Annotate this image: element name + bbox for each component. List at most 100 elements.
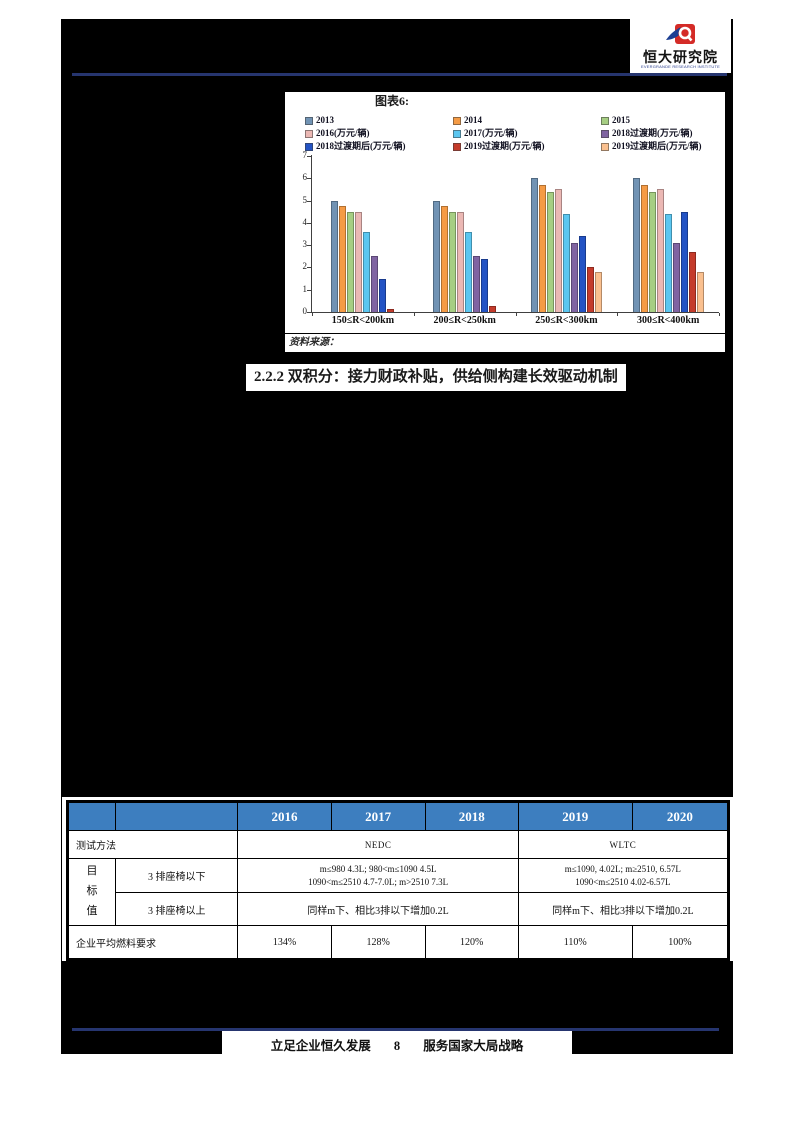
page-number: 8 <box>393 1039 401 1053</box>
figure-caption-strip: 图表6: <box>285 92 725 111</box>
table-header-year-2018: 2018 <box>424 801 519 831</box>
target-below-wltc-line2: 1090<m≤2510 4.02-6.57L <box>575 876 671 887</box>
y-tick-label: 1 <box>302 283 308 294</box>
table-row-test-method: 测试方法 NEDC WLTC <box>66 830 730 859</box>
table-header-year-2019: 2019 <box>517 801 633 831</box>
y-tick-label: 5 <box>302 194 308 205</box>
y-axis-line <box>311 155 312 313</box>
seats-below-label: 3 排座椅以下 <box>115 858 239 893</box>
y-tick-label: 2 <box>302 261 308 272</box>
legend-label: 2015 <box>612 115 630 125</box>
fuel-value-2020: 100% <box>631 925 730 960</box>
y-tick-mark <box>307 156 311 157</box>
table-header-cell-empty1 <box>66 801 117 831</box>
legend-label: 2019过渡期(万元/辆) <box>464 141 545 151</box>
bar <box>465 231 473 312</box>
bar <box>594 271 602 312</box>
y-tick-mark <box>307 222 311 224</box>
legend-swatch-icon <box>453 142 461 151</box>
fuel-requirement-label: 企业平均燃料要求 <box>66 925 239 960</box>
y-tick-label: 4 <box>302 216 308 227</box>
category-label: 200≤R<250km <box>433 315 496 326</box>
y-tick-mark <box>307 200 311 202</box>
target-below-wltc: m≤1090, 4.02L; m≥2510, 6.57L 1090<m≤2510… <box>517 858 730 893</box>
target-below-wltc-line1: m≤1090, 4.02L; m≥2510, 6.57L <box>564 864 681 875</box>
seats-above-label: 3 排座椅以上 <box>115 892 239 926</box>
table-row-target-below: 目标值 3 排座椅以下 m≤980 4.3L; 980<m≤1090 4.5L … <box>66 858 730 926</box>
target-below-nedc: m≤980 4.3L; 980<m≤1090 4.5L 1090<m≤2510 … <box>237 858 519 893</box>
legend-label: 2018过渡期(万元/辆) <box>612 128 693 138</box>
legend-swatch-icon <box>305 142 313 151</box>
fuel-value-2016: 134% <box>237 925 332 960</box>
bar <box>672 242 680 312</box>
bar-group <box>516 156 618 312</box>
bar <box>457 211 465 312</box>
bar <box>578 236 586 312</box>
legend-item: 2017(万元/辆) <box>453 128 601 139</box>
x-tick-mark <box>719 313 720 316</box>
y-tick-label: 6 <box>302 172 308 183</box>
logo-subtitle: EVERGRANDE RESEARCH INSTITUTE <box>641 63 720 69</box>
bar <box>387 308 395 312</box>
target-value-label: 目标值 <box>86 865 98 917</box>
bar <box>481 258 489 312</box>
category-label: 300≤R<400km <box>636 315 700 326</box>
legend-swatch-icon <box>453 129 461 138</box>
bar <box>632 178 640 312</box>
legend-swatch-icon <box>601 129 609 138</box>
bar <box>441 206 449 312</box>
bar <box>371 256 379 312</box>
footer-slogan-left: 立足企业恒久发展 <box>270 1039 371 1053</box>
bar <box>449 211 457 312</box>
legend-item: 2014 <box>453 115 601 126</box>
legend-label: 2019过渡期后(万元/辆) <box>612 141 702 151</box>
target-above-wltc: 同样m下、相比3排以下增加0.2L <box>517 892 730 926</box>
bar <box>379 278 387 312</box>
fuel-standard-table-wrap: 2016 2017 2018 2019 2020 测试方法 NEDC WLTC … <box>62 797 734 961</box>
bar-group <box>414 156 516 312</box>
fuel-value-2017: 128% <box>330 925 426 960</box>
legend-label: 2014 <box>464 115 482 125</box>
legend-item: 2019过渡期(万元/辆) <box>453 141 601 152</box>
section-heading: 2.2.2 双积分：接力财政补贴，供给侧构建长效驱动机制 <box>246 364 626 391</box>
table-row-fuel-requirement: 企业平均燃料要求 134% 128% 120% 110% 100% <box>66 925 730 960</box>
bar <box>696 271 704 312</box>
y-tick-mark <box>307 178 311 180</box>
bar <box>355 211 363 312</box>
bar <box>433 200 441 312</box>
logo-title: 恒大研究院 <box>643 48 718 65</box>
bar <box>562 213 570 312</box>
page-footer: 立足企业恒久发展 8 服务国家大局战略 <box>222 1031 572 1061</box>
bar <box>489 306 497 312</box>
x-axis-line <box>307 312 719 313</box>
institute-logo: 恒大研究院 EVERGRANDE RESEARCH INSTITUTE <box>630 19 731 73</box>
legend-item: 2016(万元/辆) <box>305 128 453 139</box>
plot-bars <box>312 156 719 312</box>
x-tick-mark <box>515 313 517 316</box>
test-method-wltc: WLTC <box>517 830 730 859</box>
legend-label: 2018过渡期后(万元/辆) <box>316 141 406 151</box>
y-tick-label: 3 <box>302 239 308 250</box>
bar <box>363 231 371 312</box>
bar <box>347 211 355 312</box>
bar <box>648 191 656 312</box>
x-tick-mark <box>312 313 313 316</box>
bar <box>473 256 481 312</box>
table-header-row: 2016 2017 2018 2019 2020 <box>66 801 730 831</box>
y-tick-mark <box>307 267 311 269</box>
target-below-nedc-line2: 1090<m≤2510 4.7-7.0L; m>2510 7.3L <box>308 876 449 887</box>
legend-item: 2019过渡期后(万元/辆) <box>601 141 721 152</box>
source-note-strip: 资料来源： <box>285 334 725 352</box>
target-value-cell: 目标值 <box>66 858 117 926</box>
table-header-cell-empty2 <box>115 801 239 831</box>
fuel-standard-table: 2016 2017 2018 2019 2020 测试方法 NEDC WLTC … <box>66 800 730 961</box>
category-label: 150≤R<200km <box>331 315 395 326</box>
subsidy-bar-chart: 2 0 1 3 2014 2015 2016(万元/辆) 2017(万元/辆) 2018过渡期(… <box>285 111 725 333</box>
bar <box>538 184 546 312</box>
table-header-year-2020: 2020 <box>631 801 730 831</box>
bar <box>530 178 538 312</box>
y-tick-label: 7 <box>302 150 308 160</box>
y-tick-label: 0 <box>302 306 308 316</box>
test-method-label: 测试方法 <box>66 830 239 859</box>
